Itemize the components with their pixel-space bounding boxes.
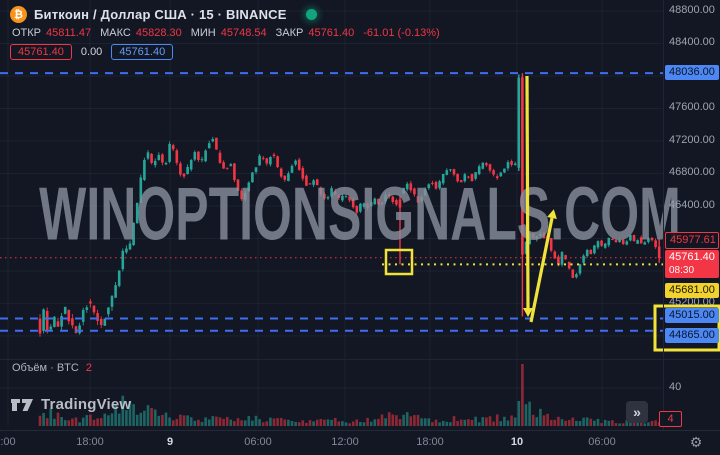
price-axis-label: 48400.00 bbox=[669, 36, 715, 49]
volume-label: Объём · BTC bbox=[12, 362, 79, 374]
indicator-price-tags: 45761.40 0.00 45761.40 bbox=[10, 44, 174, 60]
tradingview-logo[interactable]: TradingView bbox=[10, 396, 131, 413]
gear-icon[interactable]: ⚙ bbox=[689, 434, 703, 450]
watermark: WINOPTIONSIGNALS.COM bbox=[39, 172, 681, 256]
open-value: 45811.47 bbox=[46, 27, 92, 39]
price-tag-red: 45761.40 bbox=[10, 44, 72, 60]
high-value: 45828.30 bbox=[135, 27, 182, 39]
symbol-title[interactable]: Биткоин / Доллар США · 15 · BINANCE bbox=[34, 7, 287, 22]
time-axis-label: 06:00 bbox=[244, 436, 272, 448]
price-badge-yellow: 45681.00 bbox=[665, 283, 719, 299]
low-label: МИН bbox=[190, 27, 216, 39]
time-axis-label: 18:00 bbox=[76, 436, 104, 448]
time-axis-label: 9 bbox=[166, 436, 174, 448]
symbol-header: ₿ Биткоин / Доллар США · 15 · BINANCE bbox=[10, 6, 317, 23]
price-tag-zero: 0.00 bbox=[80, 46, 103, 58]
countdown-timer: 08:30 bbox=[669, 264, 695, 276]
price-badge-blue: 45015.00 bbox=[665, 308, 719, 324]
tradingview-logo-icon bbox=[11, 399, 33, 411]
price-tag-blue: 45761.40 bbox=[111, 44, 174, 60]
price-badge-red: 45761.40 08:30 bbox=[665, 249, 719, 278]
close-value: 45761.40 bbox=[308, 27, 355, 39]
tradingview-logo-text: TradingView bbox=[41, 396, 132, 413]
price-axis-label: 47200.00 bbox=[669, 133, 715, 146]
market-status-dot bbox=[305, 9, 317, 20]
ohlc-row: ОТКР 45811.47 МАКС 45828.30 МИН 45748.54… bbox=[12, 27, 440, 39]
bitcoin-icon: ₿ bbox=[10, 6, 27, 23]
price-axis[interactable]: 48800.00 48400.00 47600.00 47200.00 46800.00… bbox=[663, 0, 720, 430]
key-levels bbox=[0, 72, 663, 332]
high-label: МАКС bbox=[100, 27, 131, 39]
volume-axis-label: 40 bbox=[669, 381, 682, 393]
time-axis[interactable]: :00 18:00 9 06:00 12:00 18:00 10 06:00 bbox=[0, 430, 720, 455]
volume-axis-value-badge: 4 bbox=[659, 411, 682, 427]
volume-pane-header: Объём · BTC 2 bbox=[12, 362, 92, 374]
price-badge-blue: 44865.00 bbox=[665, 327, 719, 343]
price-axis-label: 46400.00 bbox=[669, 198, 715, 211]
time-axis-label: 18:00 bbox=[416, 436, 444, 448]
open-label: ОТКР bbox=[12, 27, 42, 39]
price-badge-blue: 48036.00 bbox=[665, 65, 719, 81]
volume-pane-separator bbox=[0, 359, 720, 360]
time-axis-label: 12:00 bbox=[331, 436, 359, 448]
price-axis-label: 45200.00 bbox=[669, 296, 715, 309]
price-axis-label: 46800.00 bbox=[669, 166, 715, 179]
expand-pane-button[interactable]: » bbox=[626, 401, 648, 423]
price-badge-outline-red: 45977.61 bbox=[665, 232, 719, 250]
price-axis-label: 48800.00 bbox=[669, 4, 715, 16]
time-axis-label: :00 bbox=[0, 436, 16, 448]
change-value: -61.01 (-0.13%) bbox=[363, 27, 440, 39]
close-label: ЗАКР bbox=[275, 27, 304, 39]
time-axis-label: 06:00 bbox=[588, 436, 616, 448]
low-value: 45748.54 bbox=[220, 27, 267, 39]
time-axis-label: 10 bbox=[510, 436, 524, 448]
volume-value: 2 bbox=[85, 362, 92, 374]
price-axis-label: 47600.00 bbox=[669, 101, 715, 114]
volume-bars bbox=[38, 364, 661, 426]
candles bbox=[38, 73, 661, 337]
